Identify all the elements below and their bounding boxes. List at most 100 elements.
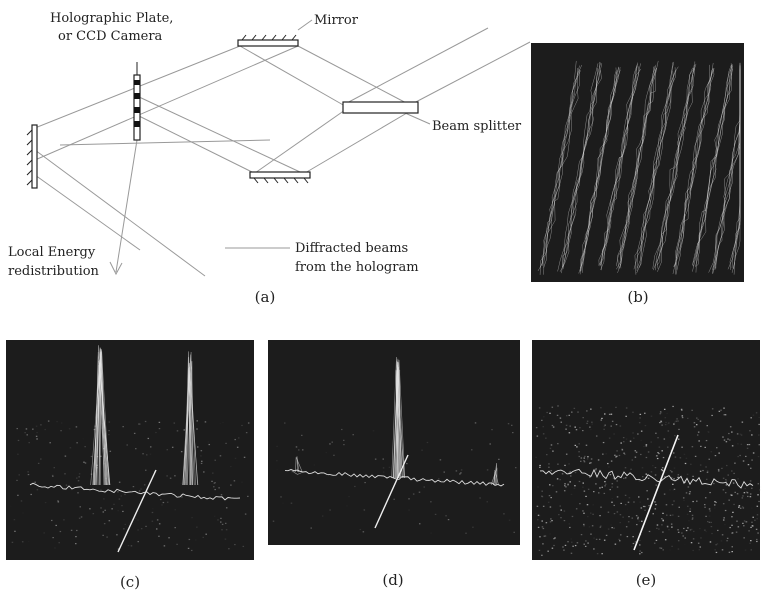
texture: [640, 439, 642, 441]
texture: [60, 422, 63, 424]
texture: [615, 456, 617, 458]
texture: [423, 486, 425, 488]
texture: [583, 512, 585, 514]
texture: [640, 430, 643, 432]
texture: [709, 510, 711, 512]
leader-line: [297, 19, 313, 31]
texture: [687, 527, 689, 529]
texture: [650, 415, 653, 417]
texture: [220, 452, 222, 453]
texture: [182, 363, 198, 486]
texture: [757, 483, 760, 485]
texture: [559, 479, 561, 481]
texture: [68, 428, 71, 430]
texture: [200, 450, 203, 452]
texture: [758, 500, 760, 503]
texture: [608, 413, 611, 415]
texture: [645, 444, 648, 446]
texture: [486, 501, 489, 503]
texture: [84, 462, 87, 464]
texture: [447, 519, 450, 521]
texture: [664, 476, 666, 478]
texture: [35, 435, 38, 437]
texture: [652, 64, 695, 271]
texture: [569, 471, 571, 473]
texture: [546, 411, 548, 414]
texture: [573, 487, 576, 489]
texture: [749, 496, 752, 498]
texture: [296, 456, 300, 473]
texture: [558, 514, 560, 516]
texture: [750, 540, 752, 542]
texture: [721, 467, 723, 469]
texture: [241, 424, 243, 427]
texture: [691, 409, 693, 411]
texture: [751, 459, 753, 461]
texture: [728, 432, 730, 435]
texture: [735, 531, 738, 533]
texture: [731, 470, 733, 472]
texture: [673, 490, 675, 491]
texture: [677, 420, 679, 422]
texture: [221, 523, 224, 525]
texture: [542, 505, 545, 507]
texture: [671, 545, 673, 547]
texture: [591, 421, 593, 423]
texture: [586, 504, 589, 506]
texture: [590, 512, 592, 514]
texture: [699, 470, 702, 472]
texture: [137, 529, 139, 531]
texture: [121, 505, 123, 507]
texture: [242, 545, 245, 548]
texture: [715, 551, 718, 554]
texture: [118, 481, 121, 483]
texture: [722, 436, 724, 438]
texture: [544, 535, 547, 537]
texture: [578, 67, 621, 274]
texture: [584, 455, 586, 458]
texture: [113, 503, 115, 505]
texture: [590, 429, 592, 431]
texture: [233, 480, 236, 482]
texture: [117, 547, 120, 550]
texture: [564, 485, 566, 487]
texture: [393, 361, 403, 479]
texture: [731, 546, 734, 548]
beam: [34, 149, 206, 277]
texture: [671, 504, 674, 506]
texture: [759, 489, 761, 491]
texture: [741, 506, 744, 508]
texture: [716, 543, 719, 545]
texture: [674, 435, 676, 437]
texture: [637, 518, 639, 520]
texture: [546, 454, 548, 456]
texture: [372, 430, 375, 432]
texture: [203, 471, 205, 473]
texture: [310, 527, 312, 529]
texture: [587, 456, 589, 458]
label: Beam splitter: [432, 119, 522, 134]
texture: [691, 446, 694, 448]
texture: [727, 474, 729, 476]
texture: [590, 533, 592, 535]
texture: [660, 547, 663, 549]
texture: [155, 528, 158, 530]
texture: [472, 526, 474, 528]
texture: [20, 500, 23, 502]
texture: [652, 513, 654, 515]
texture: [543, 535, 546, 537]
texture: [563, 490, 566, 492]
texture: [52, 475, 54, 477]
texture: [746, 447, 749, 449]
beam: [297, 45, 413, 107]
texture: [722, 489, 725, 491]
texture: [569, 526, 571, 529]
texture: [661, 524, 663, 526]
texture: [236, 446, 239, 448]
arrow: [115, 139, 138, 273]
texture: [725, 480, 728, 482]
texture: [89, 508, 91, 510]
panel-a: Holographic Plate, or CCD Camera Mirror …: [8, 11, 531, 306]
texture: [276, 445, 278, 448]
texture: [645, 473, 648, 475]
